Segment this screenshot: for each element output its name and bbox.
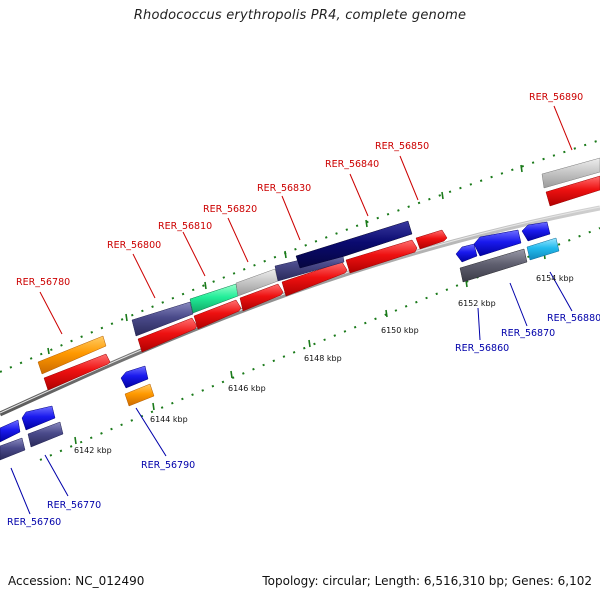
gene-label: RER_56790 — [141, 460, 195, 471]
gene-label: RER_56880 — [547, 313, 600, 324]
gene-arrow-red[interactable] — [415, 229, 448, 250]
scale-label: 6146 kbp — [228, 384, 266, 393]
scale-label: 6142 kbp — [74, 446, 112, 455]
gene-arrow-navy[interactable] — [295, 220, 413, 269]
gene-label: RER_56820 — [203, 204, 257, 215]
scale-label: 6150 kbp — [381, 326, 419, 335]
bottom-leader-lines — [10, 271, 573, 515]
upper-ticks — [47, 164, 523, 355]
gene-label: RER_56890 — [529, 92, 583, 103]
gene-label: RER_56840 — [325, 159, 379, 170]
gene-arrow-cyan[interactable] — [526, 237, 560, 261]
gene-arrow-red[interactable] — [239, 283, 284, 312]
gene-label: RER_56870 — [501, 328, 555, 339]
scale-label: 6154 kbp — [536, 274, 574, 283]
bottom-strand-genes — [0, 221, 560, 461]
lower-ticks — [74, 251, 546, 445]
gene-label: RER_56830 — [257, 183, 311, 194]
scale-label: 6148 kbp — [304, 354, 342, 363]
gene-label: RER_56760 — [7, 517, 61, 528]
gene-label: RER_56850 — [375, 141, 429, 152]
top-leader-lines — [39, 105, 573, 335]
gene-label: RER_56860 — [455, 343, 509, 354]
gene-arrow-orange[interactable] — [37, 335, 107, 375]
scale-label: 6144 kbp — [150, 415, 188, 424]
gene-arrow-blue[interactable] — [120, 365, 149, 389]
gene-arrow-slate[interactable] — [0, 437, 26, 461]
scale-label: 6152 kbp — [458, 299, 496, 308]
gene-arrow-red[interactable] — [137, 317, 198, 353]
gene-arrow-blue[interactable] — [0, 419, 21, 443]
gene-label: RER_56780 — [16, 277, 70, 288]
accession-text: Accession: NC_012490 — [8, 574, 145, 588]
genome-summary-text: Topology: circular; Length: 6,516,310 bp… — [262, 574, 592, 588]
gene-arrow-darkgray[interactable] — [459, 248, 528, 283]
gene-arrow-blue[interactable] — [473, 229, 522, 257]
gene-arrow-red[interactable] — [345, 239, 418, 274]
gene-arrow-blue[interactable] — [21, 405, 56, 431]
gene-label: RER_56770 — [47, 500, 101, 511]
gene-arrow-blue[interactable] — [521, 221, 551, 242]
gene-label: RER_56810 — [158, 221, 212, 232]
gene-arrow-blue[interactable] — [455, 243, 478, 263]
upper-guide-dots — [0, 139, 600, 373]
gene-arrow-orange[interactable] — [124, 383, 155, 407]
top-strand-genes — [37, 157, 600, 391]
gene-arrow-lightgray[interactable] — [541, 157, 600, 189]
gene-arrow-red[interactable] — [545, 175, 600, 207]
gene-arrow-slate[interactable] — [131, 301, 194, 337]
page-title: Rhodococcus erythropolis PR4, complete g… — [133, 8, 467, 23]
gene-label: RER_56800 — [107, 240, 161, 251]
gene-arrow-slate[interactable] — [27, 421, 64, 448]
gene-arrow-red[interactable] — [43, 353, 111, 391]
gene-arrow-red[interactable] — [193, 299, 242, 330]
